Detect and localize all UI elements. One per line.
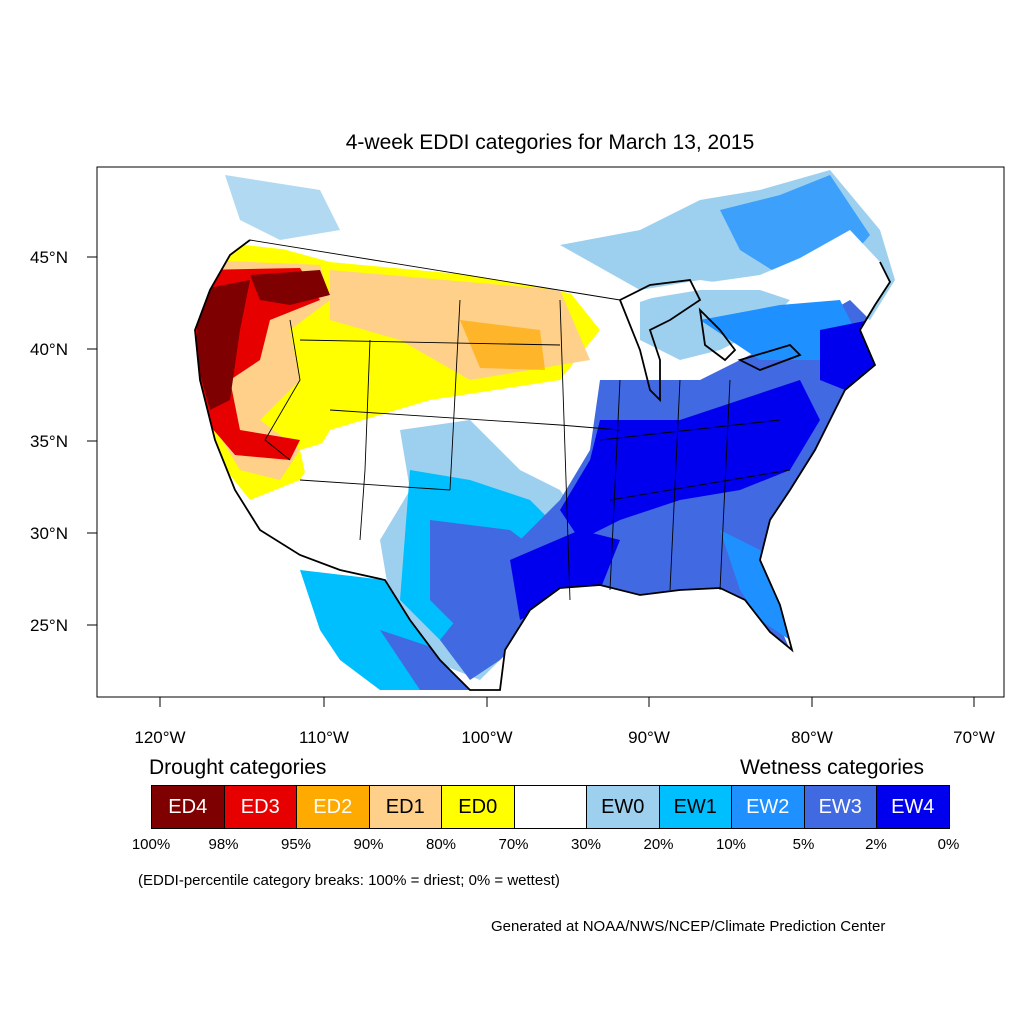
eddi-map: 45°N 40°N 35°N 30°N 25°N 120°W 110°W 100… [30,166,1005,747]
wetness-heading: Wetness categories [740,756,925,779]
axis-ticks [87,256,975,707]
state-boundaries [249,239,791,601]
legend-break-label: 20% [643,836,674,853]
lat-tick-label: 40°N [30,340,68,359]
legend-box-ed3: ED3 [223,785,297,829]
lat-tick-label: 45°N [30,248,68,267]
legend-box-ew4: EW4 [876,785,950,829]
legend-box-ed2: ED2 [296,785,370,829]
legend-box-ed4: ED4 [151,785,225,829]
legend-break-label: 70% [498,836,529,853]
legend-box-neutral [513,785,587,829]
lon-tick-label: 110°W [299,728,349,747]
legend-break-label: 100% [131,836,171,853]
lon-tick-label: 70°W [953,728,995,747]
lat-tick-labels: 45°N 40°N 35°N 30°N 25°N [30,248,68,635]
coastline-outline [194,239,892,691]
lon-tick-label: 100°W [461,728,512,747]
map-title: 4-week EDDI categories for March 13, 201… [345,131,755,154]
lat-tick-label: 35°N [30,432,68,451]
legend-box-ed1: ED1 [368,785,442,829]
drought-heading: Drought categories [149,756,327,779]
legend-break-label: 2% [865,836,887,853]
lat-tick-label: 25°N [30,616,68,635]
lat-tick-label: 30°N [30,524,68,543]
lon-tick-labels: 120°W 110°W 100°W 90°W 80°W 70°W [134,728,994,747]
legend-break-label: 90% [353,836,384,853]
lon-tick-label: 80°W [791,728,833,747]
legend-box-ew0: EW0 [586,785,660,829]
legend-break-label: 5% [792,836,815,853]
lon-tick-label: 120°W [134,728,185,747]
credit-line: Generated at NOAA/NWS/NCEP/Climate Predi… [491,918,886,935]
legend-box-ew2: EW2 [731,785,805,829]
legend-box-ew3: EW3 [803,785,877,829]
category-note: (EDDI-percentile category breaks: 100% =… [138,872,560,889]
lon-tick-label: 90°W [628,728,670,747]
legend-break-label: 95% [280,836,312,853]
legend-break-label: 0% [937,836,960,853]
legend-break-label: 30% [570,836,602,853]
legend-box-ed0: ED0 [441,785,515,829]
legend-break-label: 98% [208,836,239,853]
legend-break-label: 10% [715,836,747,853]
legend-box-ew1: EW1 [658,785,732,829]
legend-break-label: 80% [425,836,457,853]
